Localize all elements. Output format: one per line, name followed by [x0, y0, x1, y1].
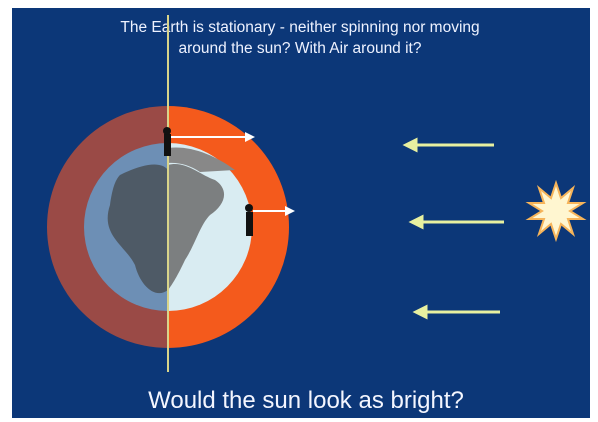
title-line: around the sun? With Air around it? [179, 40, 422, 57]
sunlight-arrows [402, 137, 504, 320]
title-line: The Earth is stationary - neither spinni… [120, 19, 479, 36]
observers [163, 127, 295, 236]
earth-with-air [47, 106, 289, 348]
sun [525, 179, 587, 243]
caption: Would the sun look as bright? [148, 387, 464, 414]
